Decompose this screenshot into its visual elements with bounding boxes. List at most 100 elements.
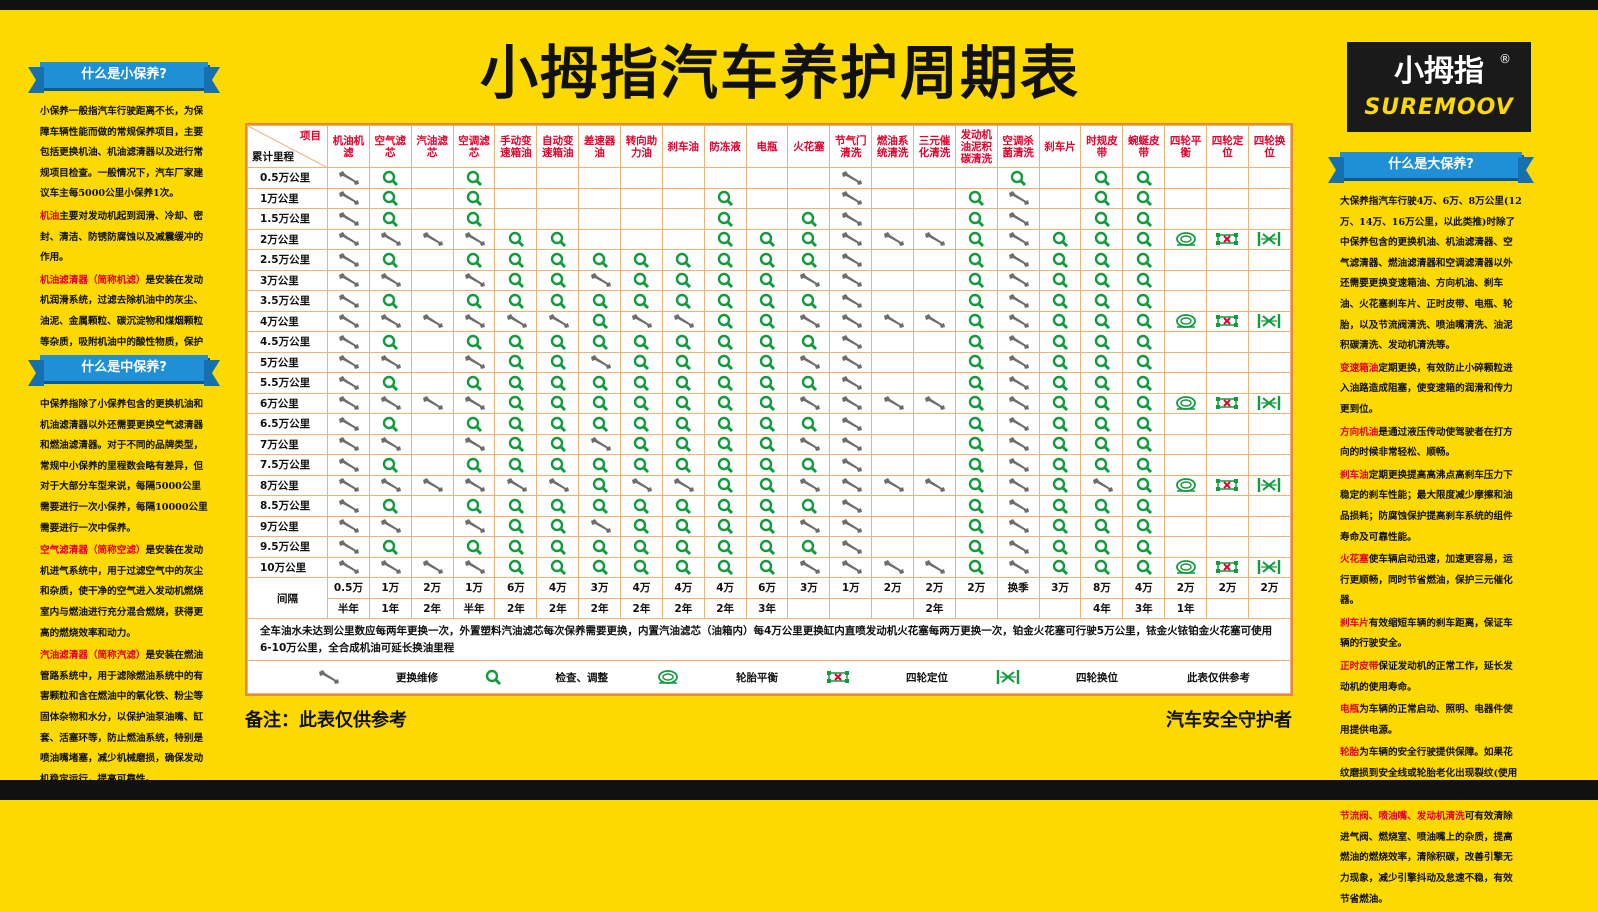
icon-w [336, 559, 360, 575]
cell [954, 474, 998, 496]
cell [327, 413, 370, 435]
icon-c [713, 231, 737, 247]
mileage: 0.5万公里 [247, 167, 328, 189]
icon-c [755, 436, 779, 452]
cell [578, 474, 622, 496]
icon-c [964, 395, 988, 411]
cell [661, 372, 705, 394]
cell [452, 536, 496, 558]
icon-c [504, 272, 528, 288]
header-row: 项目 累计里程 机油机滤 空气滤芯 汽油滤芯 空调滤芯 手动变速箱油 自动变速箱油 差速器油 转向… [247, 125, 1292, 168]
icon-w [1006, 375, 1030, 391]
cell [787, 310, 831, 332]
cell [661, 167, 705, 189]
cell [787, 351, 831, 373]
interval-distance: 1万 [368, 577, 412, 599]
cell [871, 351, 915, 373]
icon-w [1006, 334, 1030, 350]
icon-c [797, 334, 821, 350]
column-header: 发动机油泥积碳清洗 [954, 125, 998, 168]
column-header: 差速器油 [578, 125, 622, 168]
icon-w [839, 436, 863, 452]
interval-distance: 8万 [1080, 577, 1124, 599]
cell [368, 310, 412, 332]
icon-c [588, 375, 612, 391]
icon-w [420, 231, 444, 247]
icon-w [1006, 313, 1030, 329]
cell [410, 331, 454, 353]
column-header: 自动变速箱油 [536, 125, 580, 168]
cell [954, 454, 998, 476]
cell [745, 515, 789, 537]
icon-c [964, 313, 988, 329]
icon-c [588, 313, 612, 329]
cell [327, 372, 370, 394]
cell [996, 310, 1040, 332]
mileage: 2万公里 [247, 228, 328, 250]
cell [1038, 413, 1082, 435]
cell [410, 372, 454, 394]
cell [620, 495, 663, 517]
icon-c [378, 334, 402, 350]
mileage-row: 4万公里 [247, 310, 1292, 332]
icon-c [755, 313, 779, 329]
paragraph-text: 是通过液压传动使驾驶者在打方向的时候非常轻松、顺畅。 [1340, 426, 1513, 459]
legend: 更换维修 检查、调整 轮胎平衡 四轮定位 四轮换位 此表仅供参考 [247, 660, 1291, 694]
schedule-table: 项目 累计里程 机油机滤 空气滤芯 汽油滤芯 空调滤芯 手动变速箱油 自动变速箱油 差速器油 转向… [247, 125, 1292, 694]
cell [996, 331, 1040, 353]
cell [368, 331, 412, 353]
icon-c [462, 293, 486, 309]
cell [1122, 413, 1166, 435]
icon-c [713, 498, 737, 514]
cell [620, 269, 663, 291]
icon-w [839, 231, 863, 247]
icon-c [629, 416, 653, 432]
cell [536, 187, 580, 209]
mileage-row: 3.5万公里 [247, 290, 1292, 312]
cell [871, 474, 915, 496]
icon-w [922, 559, 946, 575]
column-header: 电瓶 [745, 125, 789, 168]
mileage-row: 5万公里 [247, 351, 1292, 373]
cell [787, 290, 831, 312]
cell [494, 392, 538, 414]
cell [452, 269, 496, 291]
column-header: 转向助力油 [620, 125, 663, 168]
cell [871, 269, 915, 291]
cell [745, 392, 789, 414]
cell [996, 495, 1040, 517]
icon-c [964, 416, 988, 432]
icon-c [797, 539, 821, 555]
term: 刹车片 [1340, 617, 1369, 629]
cell [410, 228, 454, 250]
icon-c [1132, 375, 1156, 391]
icon-c [546, 334, 570, 350]
icon-c [1048, 395, 1072, 411]
interval-distance: 2万 [1206, 577, 1249, 599]
term: 空气滤清器（简称空滤） [40, 545, 146, 557]
cell [1080, 556, 1124, 578]
icon-c [1090, 416, 1114, 432]
cell [1247, 392, 1292, 414]
cell [745, 556, 789, 578]
cell [661, 249, 705, 271]
cell [327, 392, 370, 414]
icon-c [462, 416, 486, 432]
interval-time: 半年 [327, 597, 370, 619]
corner-cell: 项目 累计里程 [247, 125, 328, 168]
cell [661, 290, 705, 312]
cell [745, 474, 789, 496]
cell [661, 474, 705, 496]
cell [452, 474, 496, 496]
cell [829, 269, 873, 291]
icon-c [713, 518, 737, 534]
mileage-row: 0.5万公里 [247, 167, 1292, 189]
right-panel: 什么是大保养? 大保养指汽车行驶4万、6万、8万公里(12万、14万、16万公里，… [1328, 152, 1534, 912]
icon-c [462, 457, 486, 473]
icon-c [1048, 231, 1072, 247]
icon-c [504, 539, 528, 555]
cell [1038, 536, 1082, 558]
icon-c [797, 231, 821, 247]
cell [368, 351, 412, 373]
cell [954, 392, 998, 414]
